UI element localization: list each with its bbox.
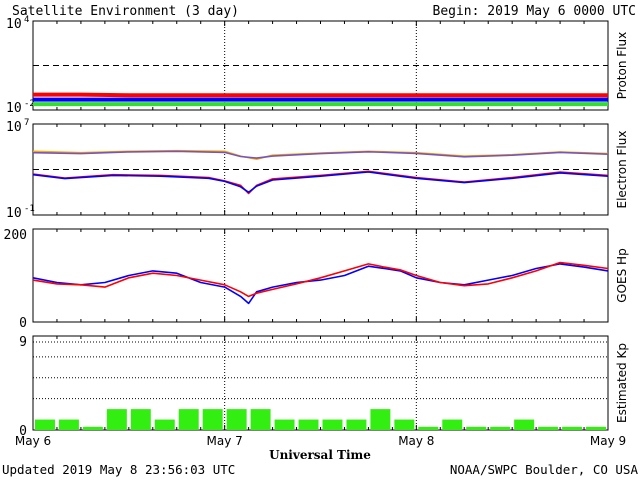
proton-y-axis-title: Proton Flux: [615, 32, 629, 99]
proton-y-tick-label: 10: [6, 17, 22, 32]
proton-y-tick-exponent: 4: [24, 15, 29, 25]
electron-series-red: [32, 170, 609, 195]
kp-bar: [394, 419, 415, 430]
kp-bar: [82, 426, 103, 430]
electron-frame: [32, 123, 609, 216]
kp-bar: [250, 409, 271, 430]
electron-y-axis-title: Electron Flux: [615, 131, 629, 209]
kp-bar: [106, 409, 127, 430]
x-tick-label: May 7: [207, 434, 243, 448]
kp-bar: [346, 419, 367, 430]
kp-bar: [538, 426, 559, 430]
kp-bar: [178, 409, 199, 430]
kp-bar: [322, 419, 343, 430]
credit-text: NOAA/SWPC Boulder, CO USA: [450, 462, 639, 477]
electron-series-purple: [32, 150, 609, 159]
electron-y-tick-label: 10: [6, 120, 22, 135]
kp-bar: [370, 409, 391, 430]
kp-y-axis-title: Estimated Kp: [615, 343, 629, 423]
kp-bar: [202, 409, 223, 430]
kp-y-tick-label: 0: [19, 424, 27, 439]
electron-y-tick-label: 10: [6, 206, 22, 221]
x-tick-label: May 8: [398, 434, 434, 448]
electron-y-tick-exponent: -1: [24, 204, 35, 214]
electron-series-blue: [32, 171, 609, 194]
kp-bar: [418, 426, 439, 430]
kp-bar: [490, 426, 511, 430]
goes_hp-series-blue: [32, 263, 609, 305]
goes_hp-y-axis-title: GOES Hp: [615, 248, 629, 302]
begin-time: Begin: 2019 May 6 0000 UTC: [433, 4, 637, 19]
electron-y-tick-exponent: 7: [24, 118, 29, 128]
kp-bar: [130, 409, 151, 430]
kp-bar: [562, 426, 583, 430]
kp-bar: [35, 419, 55, 430]
kp-bar: [274, 419, 295, 430]
kp-bar: [466, 426, 487, 430]
goes_hp-y-tick-label: 200: [4, 228, 27, 243]
kp-bar: [514, 419, 535, 430]
proton-y-tick-label: 10: [6, 101, 22, 116]
kp-y-tick-label: 9: [19, 335, 27, 350]
kp-bar: [442, 419, 463, 430]
x-tick-label: May 9: [590, 434, 626, 448]
updated-timestamp: Updated 2019 May 8 23:56:03 UTC: [2, 462, 235, 477]
proton-y-tick-exponent: -2: [24, 99, 35, 109]
goes_hp-series-red: [32, 261, 609, 298]
chart-title: Satellite Environment (3 day): [12, 4, 239, 19]
kp-bar: [586, 426, 606, 430]
kp-bar: [298, 419, 319, 430]
proton-series-red: [33, 92, 608, 98]
kp-bar: [154, 419, 175, 430]
kp-bar: [226, 409, 247, 430]
x-axis-label: Universal Time: [269, 448, 371, 462]
kp-bar: [58, 419, 79, 430]
goes_hp-y-tick-label: 0: [19, 316, 27, 331]
x-tick-label: May 6: [15, 434, 51, 448]
